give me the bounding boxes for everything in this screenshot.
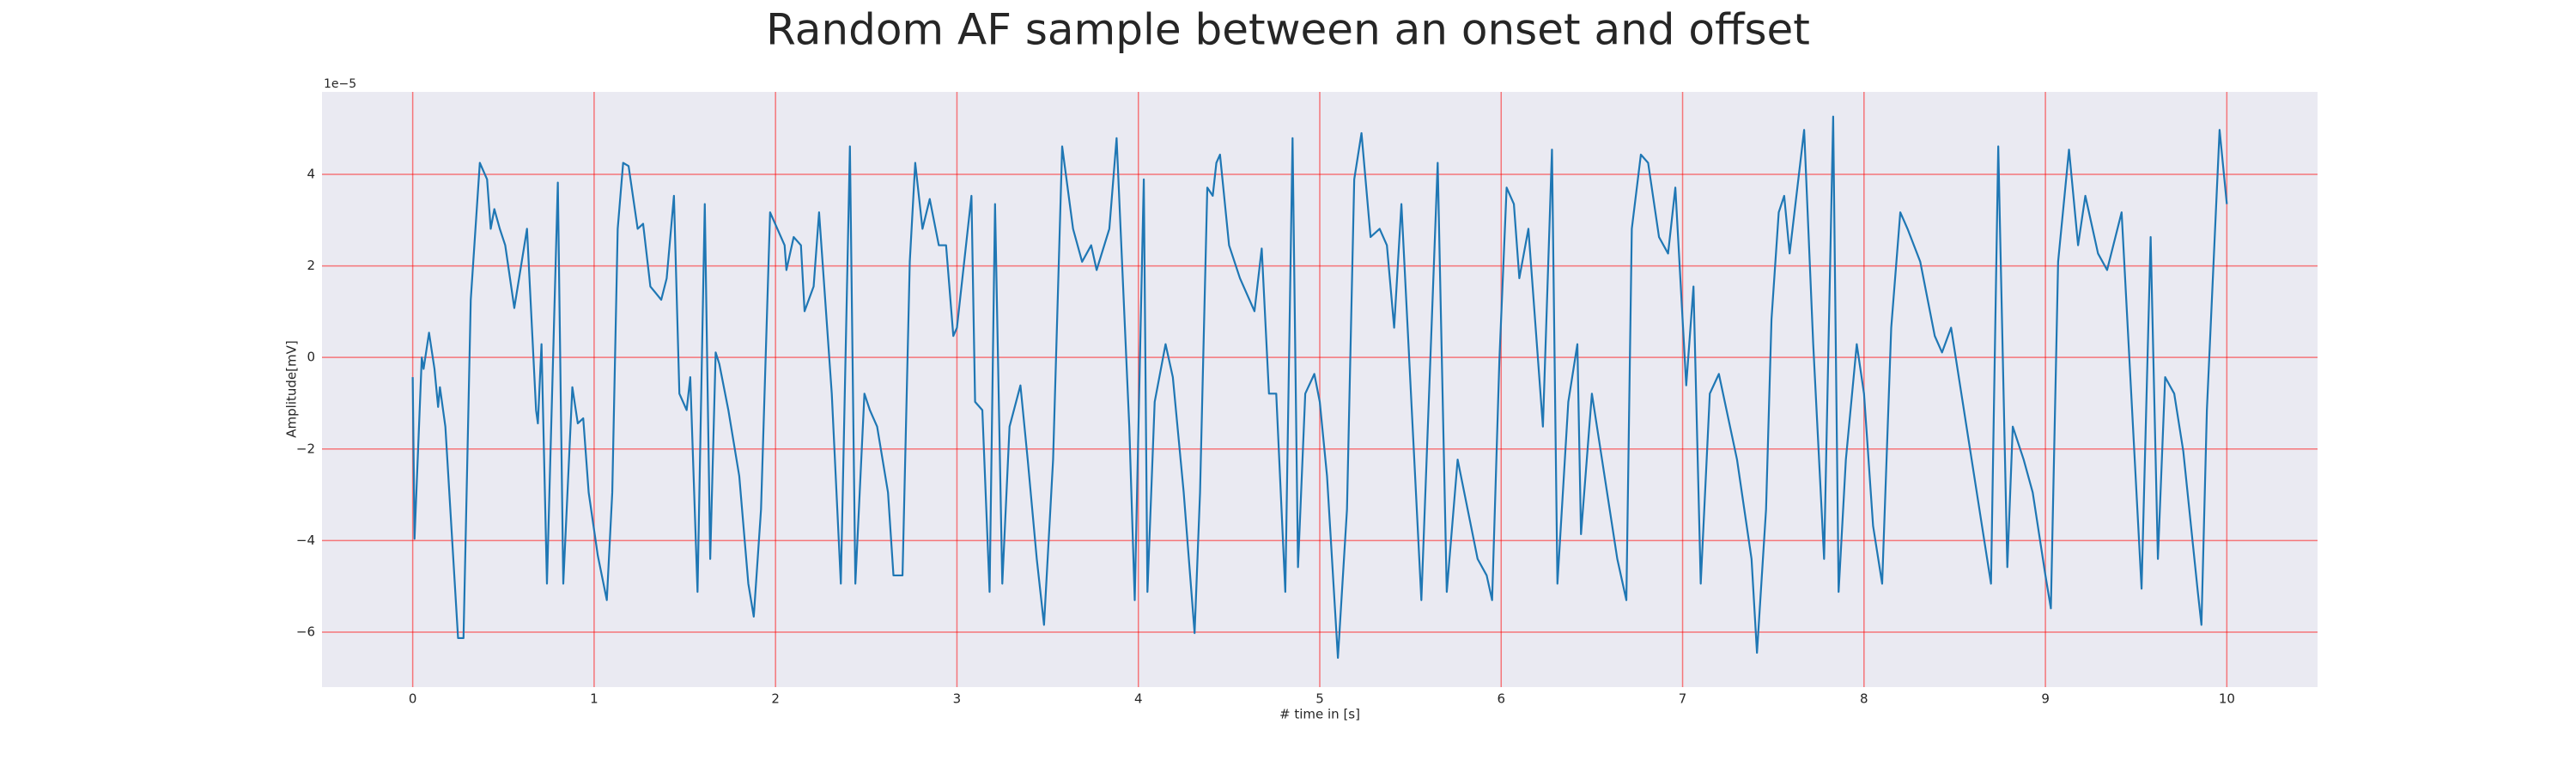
y-tick-label: −6 (296, 624, 315, 640)
x-tick-label: 1 (590, 691, 598, 707)
chart-title: Random AF sample between an onset and of… (766, 5, 1810, 55)
line-series (411, 115, 2228, 659)
y-offset-label: 1e−5 (324, 77, 356, 91)
x-tick-label: 3 (953, 691, 962, 707)
x-tick-label: 8 (1860, 691, 1868, 707)
y-tick-label: −2 (296, 441, 315, 456)
x-tick-label: 9 (2041, 691, 2050, 707)
y-tick-label: 0 (307, 350, 315, 365)
x-tick-label: 6 (1497, 691, 1505, 707)
x-tick-label: 5 (1315, 691, 1324, 707)
x-tick-label: 7 (1679, 691, 1687, 707)
y-tick-label: 4 (307, 166, 315, 181)
y-tick-label: 2 (307, 258, 315, 273)
x-tick-label: 2 (771, 691, 780, 707)
y-tick-label: −4 (296, 533, 315, 548)
x-tick-label: 4 (1134, 691, 1143, 707)
x-tick-label: 0 (409, 691, 417, 707)
x-tick-label: 10 (2219, 691, 2235, 707)
x-axis-label: # time in [s] (1279, 707, 1360, 722)
y-axis-label: Amplitude[mV] (284, 340, 300, 437)
